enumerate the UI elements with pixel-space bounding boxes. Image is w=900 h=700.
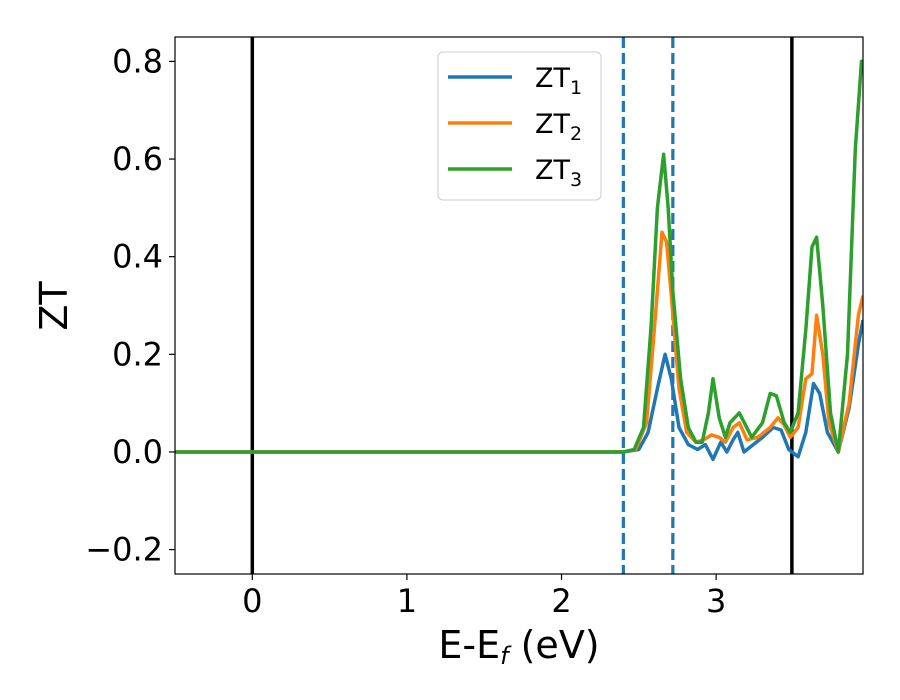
x-tick-label: 1 bbox=[397, 582, 417, 620]
y-tick-label: −0.2 bbox=[85, 531, 163, 569]
legend-box bbox=[437, 51, 602, 201]
legend-label-zt2: ZT2 bbox=[535, 109, 582, 145]
series-line-zt3 bbox=[175, 59, 863, 454]
y-tick-label: 0.2 bbox=[112, 335, 163, 373]
plot-frame bbox=[174, 36, 864, 575]
y-axis-label: ZT bbox=[32, 281, 76, 331]
axis-ticks: 0 1 2 3 −0.2 0.0 0.2 0.4 0.6 0.8 bbox=[85, 42, 726, 620]
legend-label-zt3: ZT3 bbox=[535, 155, 582, 191]
x-tick-label: 3 bbox=[706, 582, 726, 620]
x-tick-label: 0 bbox=[242, 582, 262, 620]
y-tick-label: 0.4 bbox=[112, 238, 163, 276]
y-tick-label: 0.8 bbox=[112, 42, 163, 80]
legend: ZT1 ZT2 ZT3 bbox=[437, 51, 602, 201]
legend-label-zt1: ZT1 bbox=[535, 63, 582, 99]
y-tick-label: 0.0 bbox=[112, 433, 163, 471]
series-line-zt2 bbox=[175, 230, 863, 454]
series-lines bbox=[175, 59, 863, 462]
x-tick-label: 2 bbox=[551, 582, 571, 620]
y-tick-label: 0.6 bbox=[112, 140, 163, 178]
series-line-zt1 bbox=[175, 319, 863, 462]
x-axis-label: E-Ef (eV) bbox=[438, 623, 599, 670]
reference-lines bbox=[250, 37, 794, 574]
